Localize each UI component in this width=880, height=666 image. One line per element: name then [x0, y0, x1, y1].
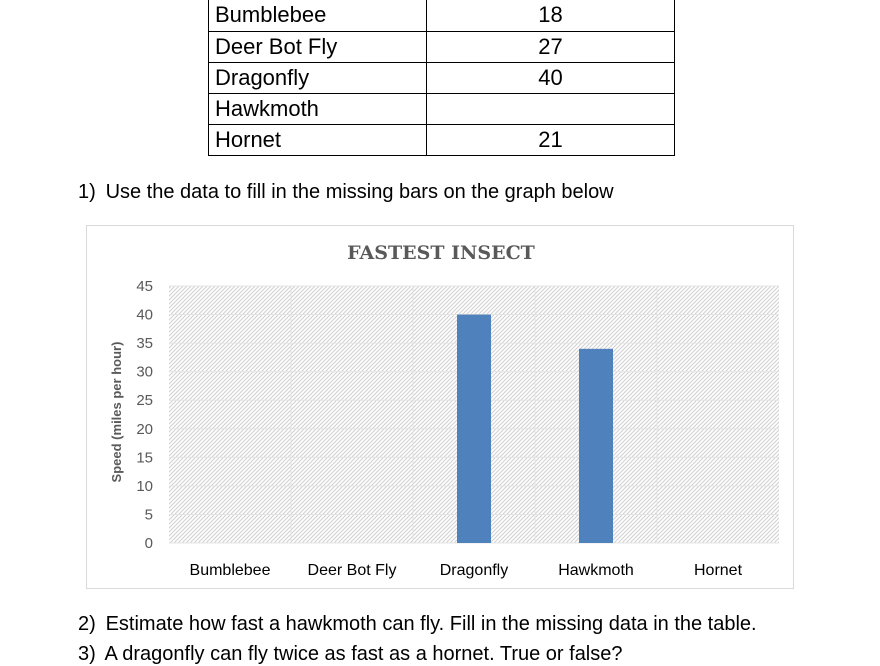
chart-title: FASTEST INSECT [347, 242, 535, 264]
insect-name-cell: Hornet [208, 123, 427, 156]
y-tick-label: 30 [136, 364, 153, 381]
y-tick-label: 15 [136, 449, 153, 466]
plot-area: 0 5 10 15 20 25 30 35 40 45 Bumblebee Deer Bot Fly D… [136, 278, 779, 579]
y-tick-label: 25 [136, 392, 153, 409]
y-tick-label: 40 [136, 307, 153, 324]
question-number: 3) [78, 643, 96, 665]
table-row: Hornet 21 [208, 123, 675, 156]
question-text: Estimate how fast a hawkmoth can fly. Fi… [105, 613, 757, 635]
table-row: Deer Bot Fly 27 [208, 30, 675, 63]
question-3: 3) A dragonfly can fly twice as fast as … [78, 643, 623, 666]
question-text: Use the data to fill in the missing bars… [105, 181, 614, 203]
bar [579, 348, 613, 543]
question-text: A dragonfly can fly twice as fast as a h… [104, 643, 623, 665]
y-tick-label: 35 [136, 335, 153, 352]
x-category-label: Hornet [694, 562, 743, 579]
y-tick-label: 10 [136, 478, 153, 495]
y-axis-title: Speed (miles per hour) [109, 342, 124, 483]
chart-canvas: FASTEST INSECT Speed (miles per hour) 0 5… [109, 242, 779, 579]
x-category-label: Deer Bot Fly [308, 562, 397, 579]
speed-cell[interactable]: 27 [426, 30, 675, 63]
x-category-label: Bumblebee [190, 562, 271, 579]
speed-cell[interactable]: 18 [426, 0, 675, 32]
y-tick-label: 20 [136, 421, 153, 438]
speed-cell[interactable]: 40 [426, 61, 675, 94]
y-tick-label: 45 [136, 278, 153, 295]
y-tick-label: 0 [145, 535, 153, 552]
speed-cell[interactable]: 21 [426, 123, 675, 156]
y-tick-label: 5 [145, 506, 153, 523]
speed-table: Bumblebee 18 Deer Bot Fly 27 Dragonfly 4… [208, 0, 675, 156]
insect-name-cell: Dragonfly [208, 61, 427, 94]
insect-name-cell: Deer Bot Fly [208, 30, 427, 63]
question-1: 1) Use the data to fill in the missing b… [78, 181, 614, 204]
insect-name-cell: Bumblebee [208, 0, 427, 32]
x-category-label: Hawkmoth [558, 562, 634, 579]
question-number: 1) [78, 181, 96, 203]
question-number: 2) [78, 613, 96, 635]
bar [457, 314, 491, 543]
insect-name-cell: Hawkmoth [208, 92, 427, 125]
table-row: Bumblebee 18 [208, 0, 675, 32]
table-row: Dragonfly 40 [208, 61, 675, 94]
x-category-label: Dragonfly [440, 562, 508, 579]
bar-chart: FASTEST INSECT Speed (miles per hour) 0 5… [86, 225, 794, 589]
speed-cell-empty[interactable] [426, 92, 675, 125]
question-2: 2) Estimate how fast a hawkmoth can fly.… [78, 613, 757, 636]
table-row: Hawkmoth [208, 92, 675, 125]
